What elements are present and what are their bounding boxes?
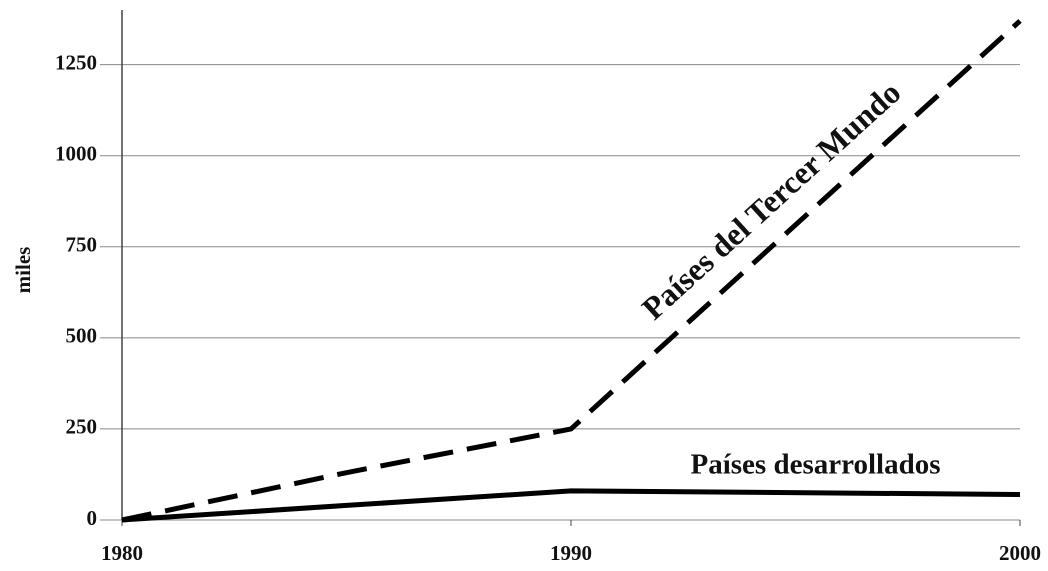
line [121,488,1021,523]
y-tick-label: 0 [87,506,98,530]
series-label: Países desarrollados [691,449,941,481]
x-tick-label: 2000 [999,541,1041,565]
y-tick-label: 1250 [55,50,97,74]
x-tick-label: 1990 [550,541,592,565]
series-label: Países del Tercer Mundo [635,74,908,326]
y-tick-label: 750 [66,233,98,257]
line [121,19,1022,523]
y-axis-label: miles [11,247,35,294]
x-tick-label: 1980 [101,541,143,565]
y-tick-label: 250 [66,415,98,439]
y-tick-label: 1000 [55,142,97,166]
y-tick-label: 500 [66,324,98,348]
